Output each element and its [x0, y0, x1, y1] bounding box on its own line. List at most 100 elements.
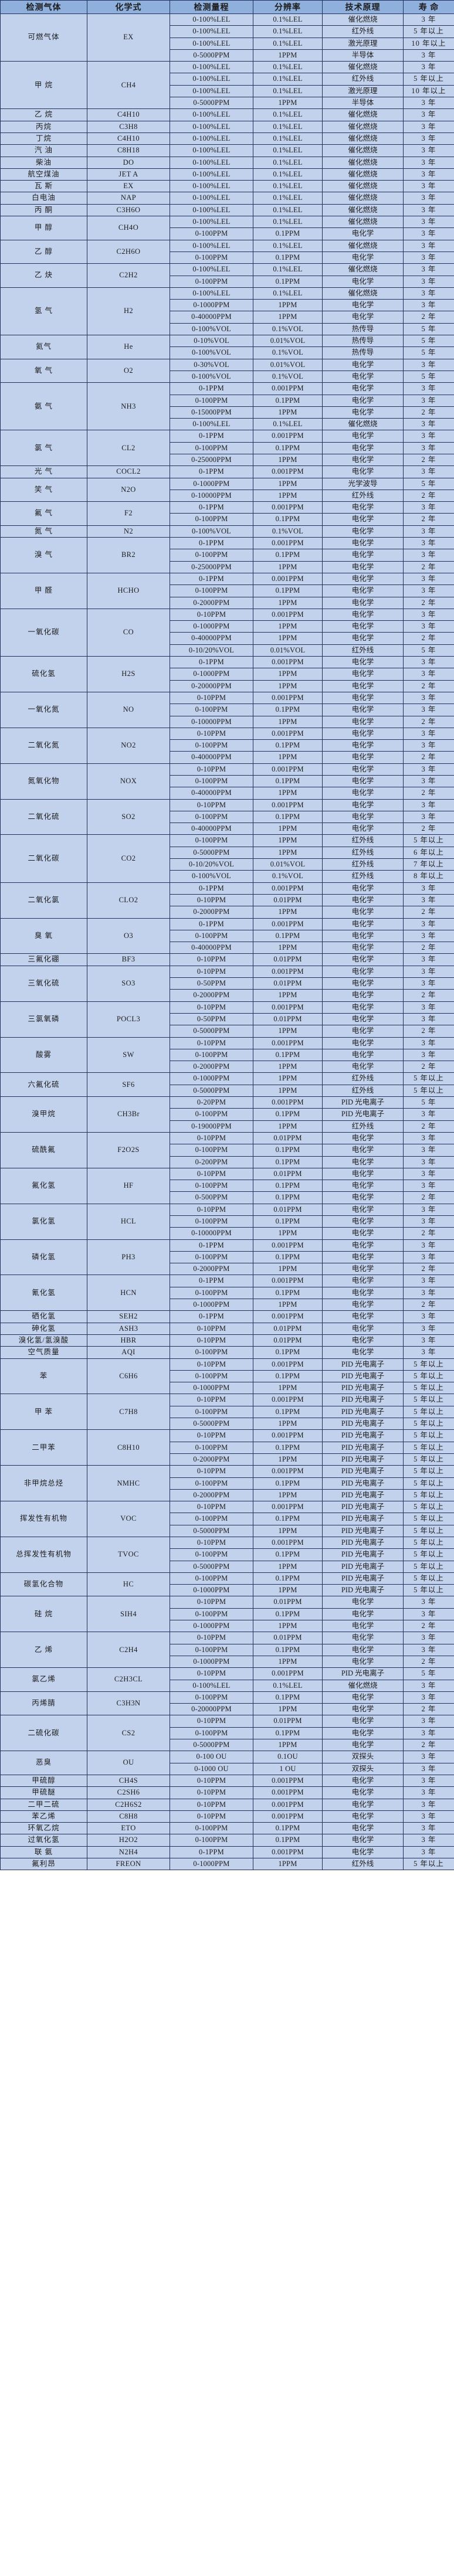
table-row: 挥发性有机物 VOC 0-10PPM 0.001PPM PID 光电离子 5 年以上: [0, 1501, 454, 1537]
cell-resolution: 0.001PPM: [253, 608, 323, 621]
table-row: 0-1000 OU 1 OU 双探头 3 年: [1, 1762, 454, 1775]
cell-technology: 电化学: [322, 823, 404, 835]
cell-lifetime: 3 年: [403, 203, 454, 217]
cell-resolution: 1PPM: [253, 97, 323, 110]
cell-range: 0-100PPM: [170, 1346, 253, 1359]
cell-resolution: 0.1%LEL: [253, 263, 323, 276]
cell-range: 0-2000PPM: [170, 1453, 253, 1466]
cell-range: 0-10000PPM: [170, 489, 253, 502]
cell-resolution: 0.001PPM: [253, 1667, 323, 1680]
cell-range: 0-50PPM: [170, 1012, 253, 1026]
cell-technology: 电化学: [322, 465, 404, 478]
cell-formula: HCHO: [87, 572, 170, 609]
cell-resolution: 0.001PPM: [253, 1501, 323, 1514]
cell-range: 0-10PPM: [170, 893, 253, 907]
table-row: 氰化氢 HCN 0-1PPM 0.001PPM 电化学 3 年: [0, 1275, 454, 1311]
cell-range: 0-2000PPM: [170, 596, 253, 609]
cell-lifetime: 3 年: [403, 1846, 454, 1859]
cell-lifetime: 5 年以上: [403, 1405, 454, 1419]
cell-technology: 电化学: [322, 787, 404, 800]
table-row: 丙 酮 C3H6O 0-100%LEL 0.1%LEL 催化燃烧 3 年: [0, 203, 454, 217]
table-row: 0-10/20%VOL 0.01%VOL 红外线 7 年以上: [1, 858, 454, 871]
table-row: 0-100%VOL 0.1%VOL 热传导 5 年: [1, 322, 454, 336]
cell-technology: 电化学: [322, 620, 404, 633]
cell-lifetime: 5 年以上: [403, 1382, 454, 1395]
cell-technology: 电化学: [322, 1739, 404, 1752]
cell-gas: 乙 醇: [0, 239, 87, 264]
cell-range: 0-100PPM: [170, 1822, 253, 1835]
cell-range: 0-40000PPM: [170, 632, 253, 645]
cell-range: 0-5000PPM: [170, 846, 253, 859]
table-row: 甲硫醇 CH4S 0-10PPM 0.001PPM 电化学 3 年: [0, 1774, 454, 1787]
table-row: 0-100PPM 0.1PPM 电化学 3 年: [1, 1144, 454, 1157]
cell-gas: 甲硫醇: [0, 1774, 87, 1787]
cell-formula: C8H18: [87, 144, 170, 157]
cell-formula: HF: [87, 1167, 170, 1204]
cell-resolution: 0.1%LEL: [253, 168, 323, 181]
table-row: 0-2000PPM 1PPM PID 光电离子 5 年以上: [1, 1453, 454, 1466]
table-row: 过氧化氢 H2O2 0-100PPM 0.1PPM 电化学 3 年: [0, 1834, 454, 1847]
cell-range: 0-19000PPM: [170, 1120, 253, 1133]
cell-formula: C2H4: [87, 1632, 170, 1668]
table-row: 0-100PPM 0.1PPM 电化学 3 年: [1, 929, 454, 943]
cell-formula: F2: [87, 501, 170, 526]
cell-technology: 红外线: [322, 1858, 404, 1871]
cell-technology: 电化学: [322, 763, 404, 776]
cell-range: 0-1PPM: [170, 1846, 253, 1859]
cell-resolution: 1PPM: [253, 560, 323, 573]
cell-range: 0-100%VOL: [170, 870, 253, 883]
cell-technology: 电化学: [322, 1834, 404, 1847]
cell-lifetime: 5 年以上: [403, 25, 454, 38]
cell-formula: C7H8: [87, 1394, 170, 1430]
cell-gas: 硅 烷: [0, 1596, 87, 1633]
table-row: 0-1000PPM 1PPM 电化学 3 年: [1, 620, 454, 633]
cell-range: 0-10PPM: [170, 1786, 253, 1799]
cell-resolution: 0.001PPM: [253, 1846, 323, 1859]
table-row: 联 氨 N2H4 0-1PPM 0.001PPM 电化学 3 年: [0, 1846, 454, 1859]
cell-lifetime: 3 年: [403, 216, 454, 229]
cell-range: 0-5000PPM: [170, 1739, 253, 1752]
cell-gas: 甲 醛: [0, 572, 87, 609]
cell-lifetime: 3 年: [403, 1762, 454, 1775]
cell-lifetime: 5 年以上: [403, 1429, 454, 1442]
cell-range: 0-1000PPM: [170, 1858, 253, 1871]
cell-resolution: 0.1%LEL: [253, 108, 323, 121]
cell-technology: PID 光电离子: [322, 1369, 404, 1383]
cell-technology: PID 光电离子: [322, 1108, 404, 1121]
cell-lifetime: 2 年: [403, 906, 454, 919]
cell-lifetime: 3 年: [403, 156, 454, 169]
cell-lifetime: 5 年: [403, 477, 454, 490]
cell-resolution: 0.1PPM: [253, 774, 323, 788]
cell-technology: PID 光电离子: [322, 1418, 404, 1430]
cell-resolution: 1PPM: [253, 846, 323, 859]
cell-formula: C3H3N: [87, 1691, 170, 1716]
cell-range: 0-100%LEL: [170, 156, 253, 169]
cell-range: 0-1PPM: [170, 1239, 253, 1252]
cell-resolution: 0.1%LEL: [253, 25, 323, 38]
cell-range: 0-20000PPM: [170, 1703, 253, 1716]
table-row: 二氧化硫 SO2 0-10PPM 0.001PPM 电化学 3 年: [0, 798, 454, 835]
cell-lifetime: 3 年: [403, 251, 454, 264]
cell-technology: 催化燃烧: [322, 168, 404, 181]
table-row: 二氧化氮 NO2 0-10PPM 0.001PPM 电化学 3 年: [0, 727, 454, 764]
cell-resolution: 0.1PPM: [253, 513, 323, 526]
cell-formula: EX: [87, 180, 170, 193]
table-header: 检测气体 化学式 检测量程 分辨率 技术原理 寿 命: [0, 0, 454, 14]
cell-resolution: 1PPM: [253, 1655, 323, 1668]
cell-technology: 热传导: [322, 322, 404, 336]
table-row: 硫酰氟 F2O2S 0-10PPM 0.01PPM 电化学 3 年: [0, 1131, 454, 1168]
table-row: 0-100PPM 0.1PPM 电化学 3 年: [1, 394, 454, 407]
cell-range: 0-10PPM: [170, 1394, 253, 1406]
cell-range: 0-100PPM: [170, 1405, 253, 1419]
cell-formula: C2H3CL: [87, 1667, 170, 1692]
cell-range: 0-2000PPM: [170, 1263, 253, 1276]
cell-lifetime: 2 年: [403, 1739, 454, 1752]
cell-resolution: 1PPM: [253, 1739, 323, 1752]
cell-formula: H2S: [87, 656, 170, 692]
cell-gas: 硫化氢: [0, 656, 87, 692]
table-row: 苯 C6H6 0-10PPM 0.001PPM PID 光电离子 5 年以上: [0, 1358, 454, 1395]
cell-resolution: 0.01PPM: [253, 1334, 323, 1347]
cell-resolution: 0.01PPM: [253, 1203, 323, 1216]
cell-resolution: 1PPM: [253, 1524, 323, 1538]
cell-resolution: 0.1%LEL: [253, 239, 323, 252]
